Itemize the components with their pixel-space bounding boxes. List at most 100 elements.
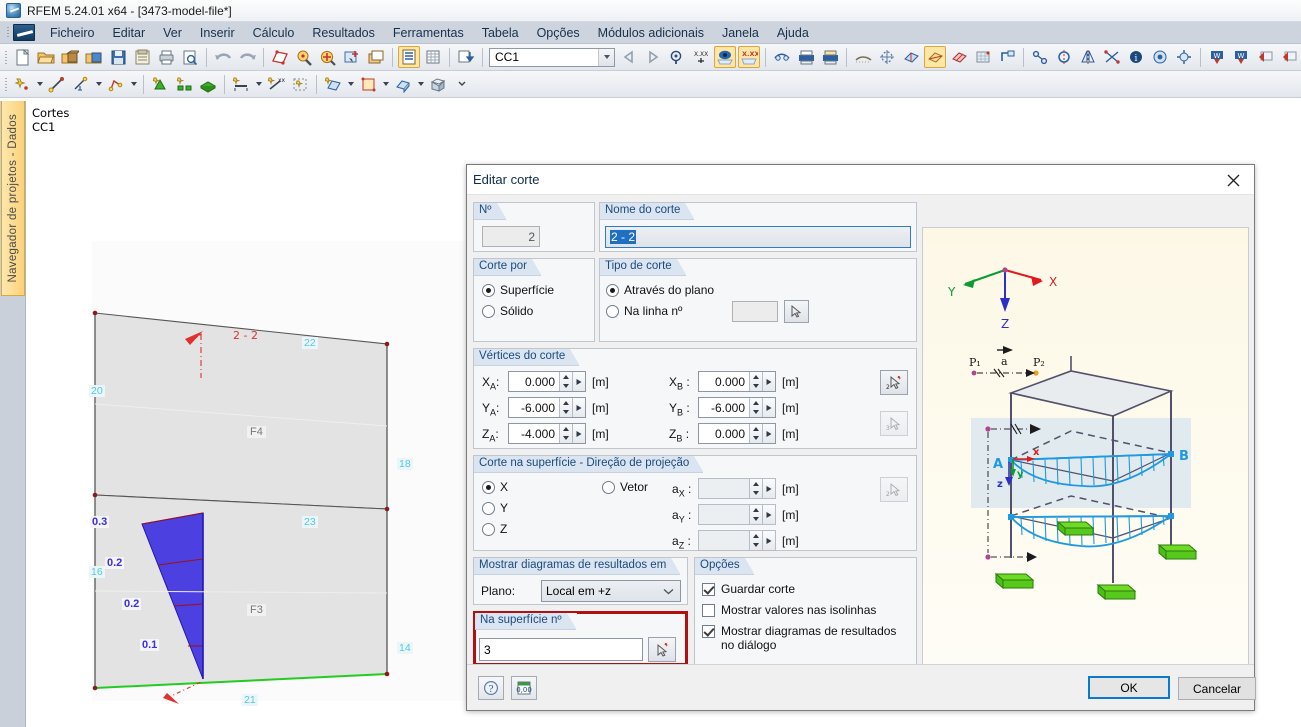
show-results-icon[interactable] — [714, 46, 736, 68]
spinner-more-xb[interactable] — [762, 372, 775, 391]
menu-item-modulos[interactable]: Módulos adicionais — [597, 25, 704, 40]
save-all-icon[interactable] — [131, 46, 153, 68]
menu-item-ver[interactable]: Ver — [163, 25, 182, 40]
vertex-yb-spinner[interactable]: -6.000 — [698, 397, 776, 418]
new-node-dropdown[interactable] — [34, 73, 45, 95]
table-grid-icon[interactable] — [422, 46, 444, 68]
menu-item-editar[interactable]: Editar — [112, 25, 146, 40]
new-opening-dropdown[interactable] — [380, 73, 391, 95]
scale-icon[interactable] — [1101, 46, 1123, 68]
import-icon[interactable] — [455, 46, 477, 68]
new-member-dropdown[interactable] — [253, 73, 264, 95]
new-window-icon[interactable] — [365, 46, 387, 68]
toolbar-grip-2[interactable] — [2, 75, 10, 94]
new-opening-icon[interactable] — [357, 73, 379, 95]
zoom-selection-icon[interactable] — [341, 46, 363, 68]
zoom-window-icon[interactable] — [293, 46, 315, 68]
work-plane-xz-icon[interactable] — [924, 46, 946, 68]
spinner-more-za[interactable] — [572, 424, 585, 443]
coordinate-system-icon[interactable] — [996, 46, 1018, 68]
radio-projection-vector[interactable]: Vetor — [602, 480, 648, 494]
radio-projection-y[interactable]: Y — [482, 501, 508, 515]
new-support-icon[interactable] — [149, 73, 171, 95]
view-settings-icon[interactable] — [1149, 46, 1171, 68]
new-material-icon[interactable] — [197, 73, 219, 95]
new-dimension-icon[interactable] — [70, 73, 92, 95]
spinner-arrows-az[interactable] — [749, 531, 762, 550]
pin-2-icon[interactable] — [1278, 46, 1300, 68]
menu-item-ficheiro[interactable]: Ficheiro — [50, 25, 95, 40]
pick-surface-icon[interactable] — [648, 637, 676, 662]
spinner-arrows-yb[interactable] — [749, 398, 762, 417]
grid-settings-icon[interactable] — [972, 46, 994, 68]
export-1-icon[interactable]: W — [1206, 46, 1228, 68]
show-values-icon[interactable]: X.XX — [738, 46, 760, 68]
units-icon[interactable]: 0,00 — [511, 676, 537, 700]
redo-icon[interactable] — [236, 46, 258, 68]
spinner-more-ax[interactable] — [762, 479, 775, 498]
work-plane-xy-icon[interactable] — [900, 46, 922, 68]
new-block-icon[interactable] — [427, 73, 449, 95]
spinner-more-ay[interactable] — [762, 505, 775, 524]
radio-projection-z[interactable]: Z — [482, 522, 507, 536]
new-solid-icon[interactable] — [392, 73, 414, 95]
render-mode-icon[interactable] — [771, 46, 793, 68]
radio-cut-type-line[interactable]: Na linha nº — [606, 304, 682, 318]
cancel-button[interactable]: Cancelar — [1178, 677, 1256, 700]
more-tools-icon[interactable] — [451, 73, 473, 95]
new-file-icon[interactable] — [11, 46, 33, 68]
radio-projection-x[interactable]: X — [482, 480, 508, 494]
radio-cut-by-solid[interactable]: Sólido — [482, 304, 533, 318]
close-icon[interactable] — [1212, 165, 1254, 195]
radio-cut-type-plane[interactable]: Através do plano — [606, 283, 714, 297]
ok-button[interactable]: OK — [1088, 676, 1170, 699]
print-report-1-icon[interactable] — [795, 46, 817, 68]
surface-number-input[interactable]: 3 — [479, 638, 643, 661]
vertex-za-spinner[interactable]: -4.000 — [508, 423, 586, 444]
menu-item-tabela[interactable]: Tabela — [481, 25, 519, 40]
spinner-more-xa[interactable] — [572, 372, 585, 391]
spinner-more-yb[interactable] — [762, 398, 775, 417]
projection-ax-spinner[interactable] — [698, 478, 776, 499]
radio-cut-by-surface[interactable]: Superfície — [482, 283, 554, 297]
next-case-icon[interactable] — [642, 46, 664, 68]
print-preview-icon[interactable] — [179, 46, 201, 68]
select-surface-icon[interactable] — [269, 46, 291, 68]
checkbox-show-diagrams-in-dialog[interactable]: Mostrar diagramas de resultados no diálo… — [702, 624, 907, 652]
new-polyline-dropdown[interactable] — [128, 73, 139, 95]
vertex-zb-spinner[interactable]: 0.000 — [698, 423, 776, 444]
osnap-icon[interactable] — [876, 46, 898, 68]
new-dimension-dropdown[interactable] — [93, 73, 104, 95]
checkbox-save-section[interactable]: Guardar corte — [702, 582, 907, 596]
menu-item-ferramentas[interactable]: Ferramentas — [392, 25, 464, 40]
menu-item-inserir[interactable]: Inserir — [199, 25, 235, 40]
grid-snap-icon[interactable] — [852, 46, 874, 68]
work-plane-yz-icon[interactable] — [948, 46, 970, 68]
info-icon[interactable]: i — [1125, 46, 1147, 68]
spinner-arrows-xb[interactable] — [749, 372, 762, 391]
spinner-arrows-za[interactable] — [559, 424, 572, 443]
new-member-icon[interactable] — [230, 73, 252, 95]
vertex-xb-spinner[interactable]: 0.000 — [698, 371, 776, 392]
sidebar-tab-project-navigator[interactable]: Navegador de projetos - Dados — [1, 101, 25, 296]
move-copy-icon[interactable] — [1029, 46, 1051, 68]
checkbox-show-isoline-values[interactable]: Mostrar valores nas isolinhas — [702, 603, 907, 617]
new-surface-dropdown[interactable] — [345, 73, 356, 95]
chevron-down-icon[interactable] — [663, 584, 674, 598]
load-case-combo[interactable]: CC1 — [489, 47, 615, 67]
new-solid-dropdown[interactable] — [415, 73, 426, 95]
open-package-icon[interactable] — [59, 46, 81, 68]
spinner-arrows-zb[interactable] — [749, 424, 762, 443]
chevron-down-icon[interactable] — [598, 48, 614, 66]
projection-ay-spinner[interactable] — [698, 504, 776, 525]
new-polyline-icon[interactable] — [105, 73, 127, 95]
spinner-arrows-xa[interactable] — [559, 372, 572, 391]
help-icon[interactable]: ? — [478, 676, 504, 700]
spinner-arrows-ax[interactable] — [749, 479, 762, 498]
new-node-icon[interactable] — [11, 73, 33, 95]
open-file-icon[interactable] — [35, 46, 57, 68]
vertex-xa-spinner[interactable]: 0.000 — [508, 371, 586, 392]
save-icon[interactable] — [107, 46, 129, 68]
rotate-icon[interactable] — [1053, 46, 1075, 68]
menu-item-calculo[interactable]: Cálculo — [252, 25, 295, 40]
